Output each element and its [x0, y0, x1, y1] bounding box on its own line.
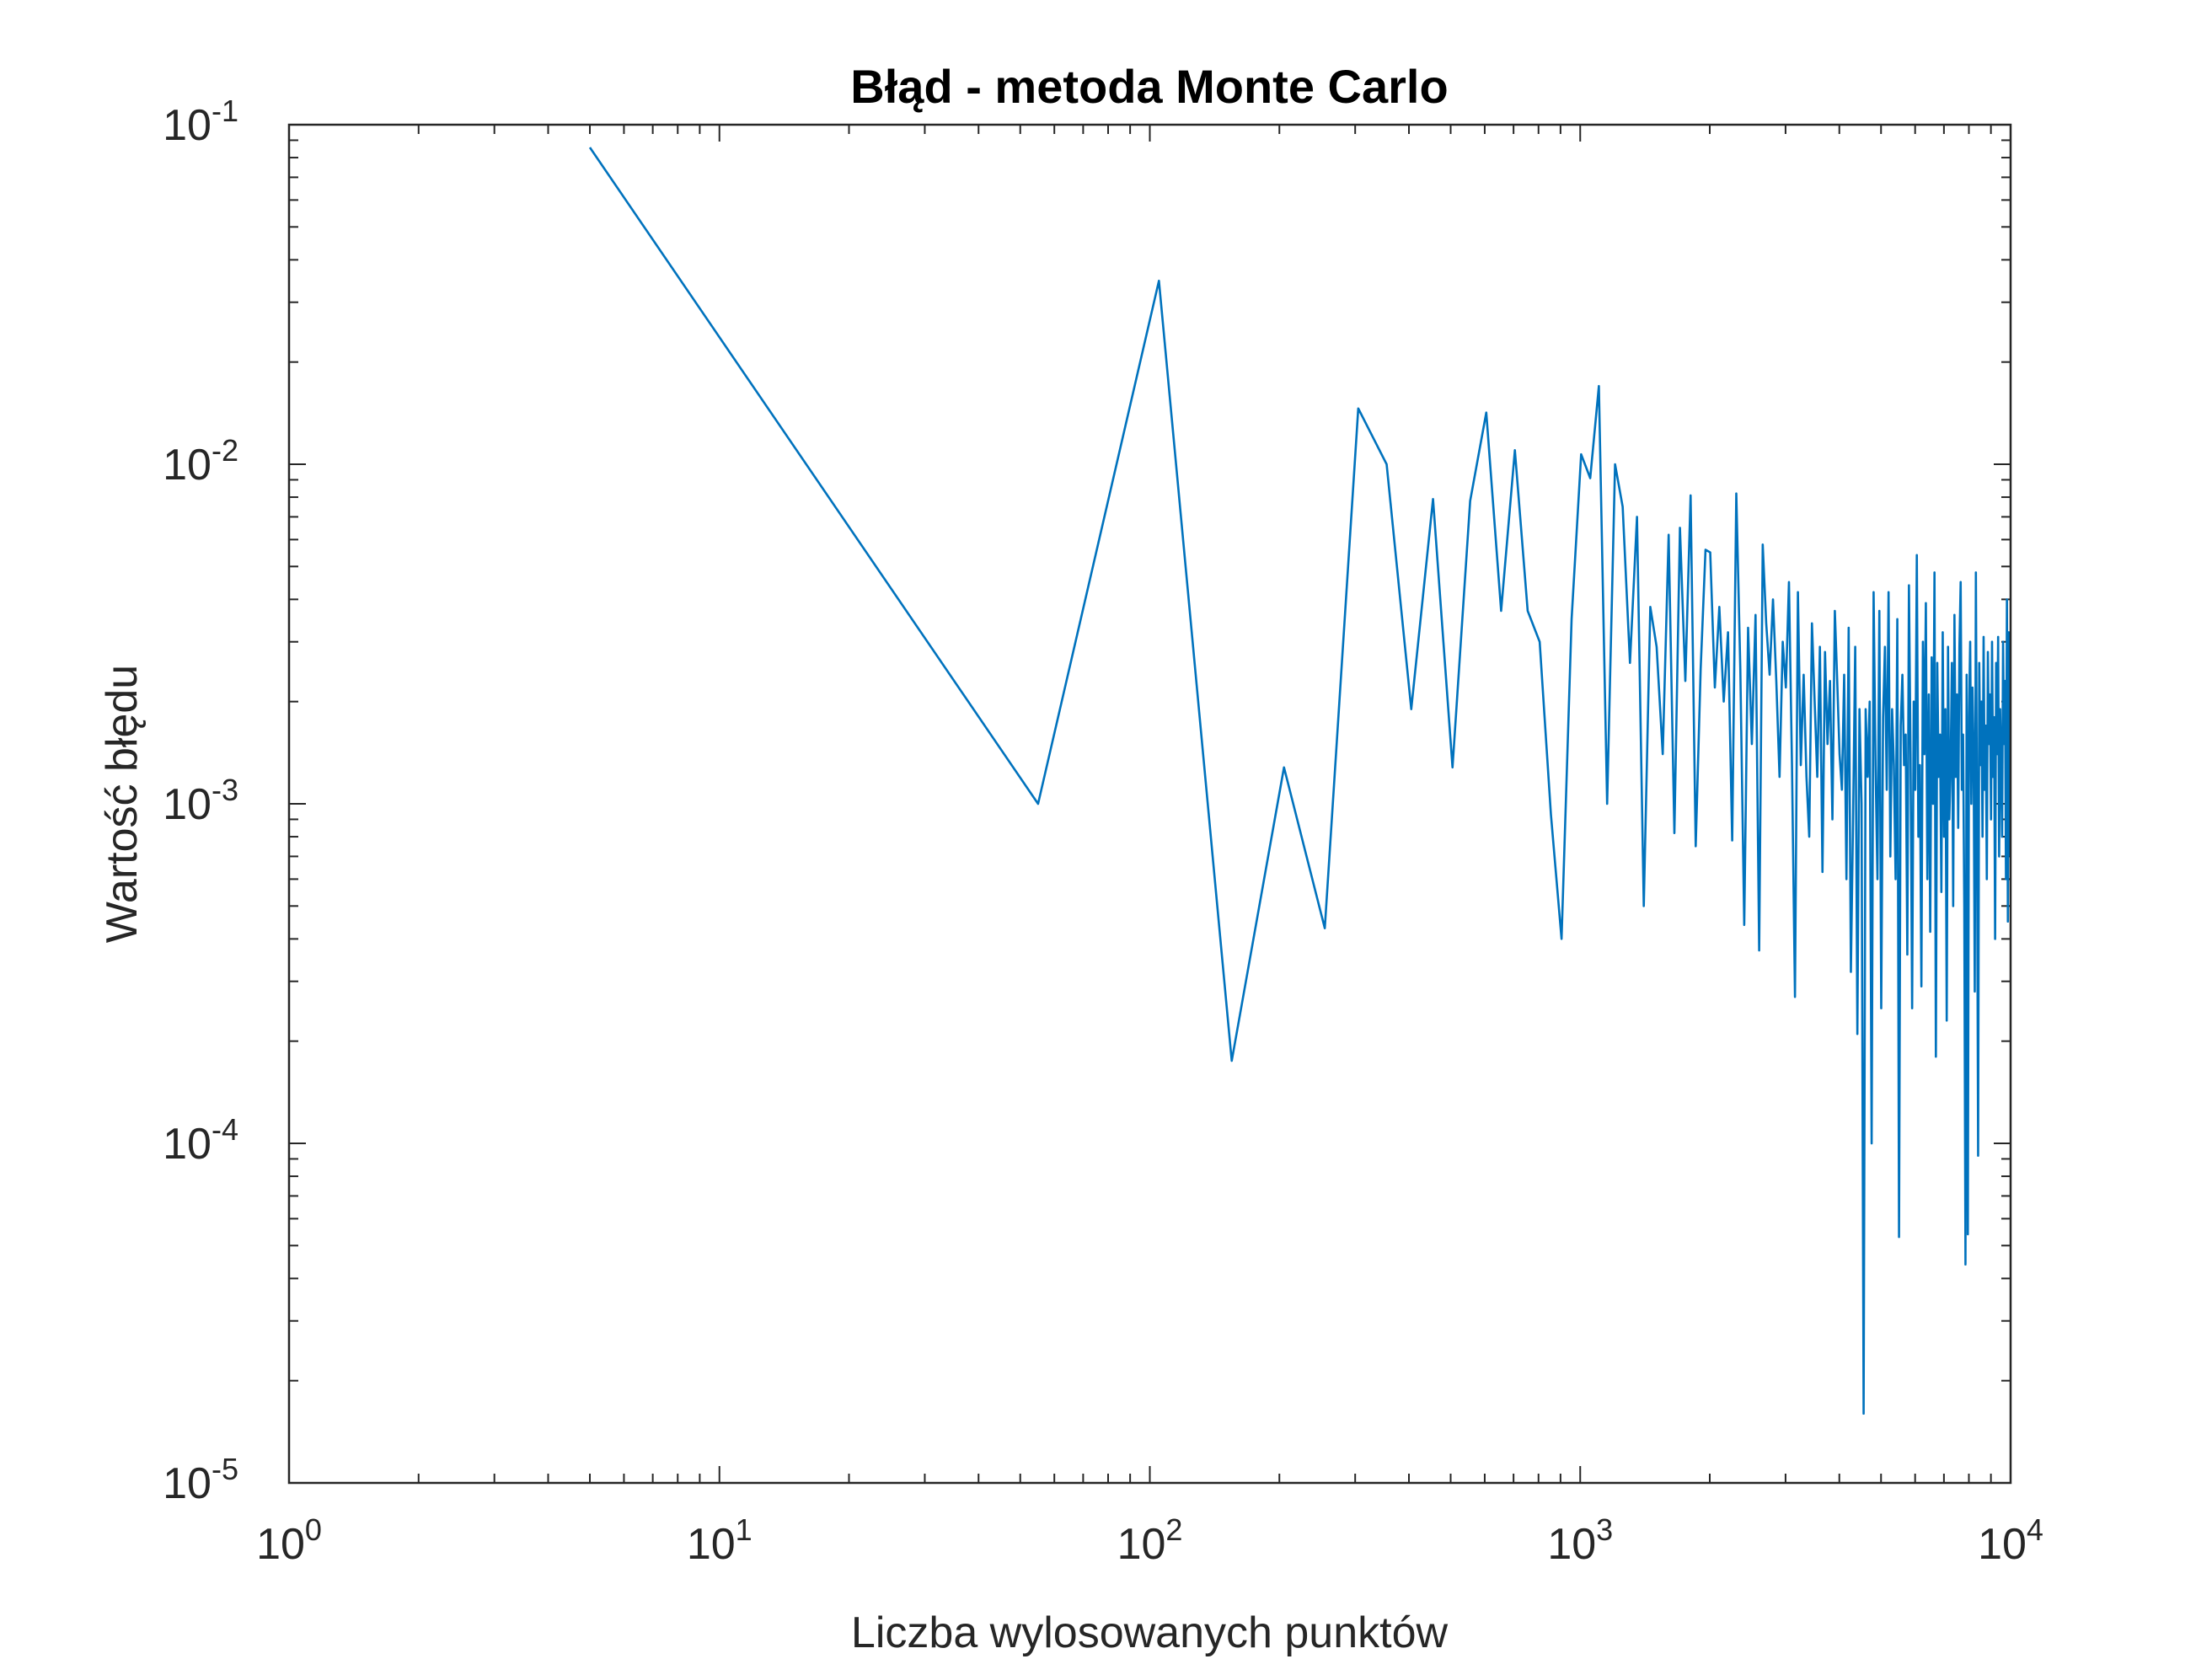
x-tick-label: 100	[256, 1512, 322, 1569]
y-tick-label: 10-1	[163, 94, 238, 150]
series-line	[588, 147, 2011, 1416]
x-axis-label: Liczba wylosowanych punktów	[851, 1608, 1449, 1657]
x-tick-label: 101	[687, 1512, 753, 1569]
plot-frame	[287, 123, 2012, 1485]
y-tick-label: 10-4	[163, 1112, 238, 1169]
chart-title: Błąd - metoda Monte Carlo	[850, 60, 1448, 113]
x-tick-label: 103	[1547, 1512, 1613, 1569]
y-tick-label: 10-5	[163, 1452, 238, 1508]
x-tick-label: 104	[1978, 1512, 2043, 1569]
y-axis-label: Wartość błędu	[98, 665, 147, 943]
x-tick-label: 102	[1117, 1512, 1183, 1569]
y-tick-label: 10-2	[163, 433, 238, 490]
y-tick-label: 10-3	[163, 773, 238, 829]
